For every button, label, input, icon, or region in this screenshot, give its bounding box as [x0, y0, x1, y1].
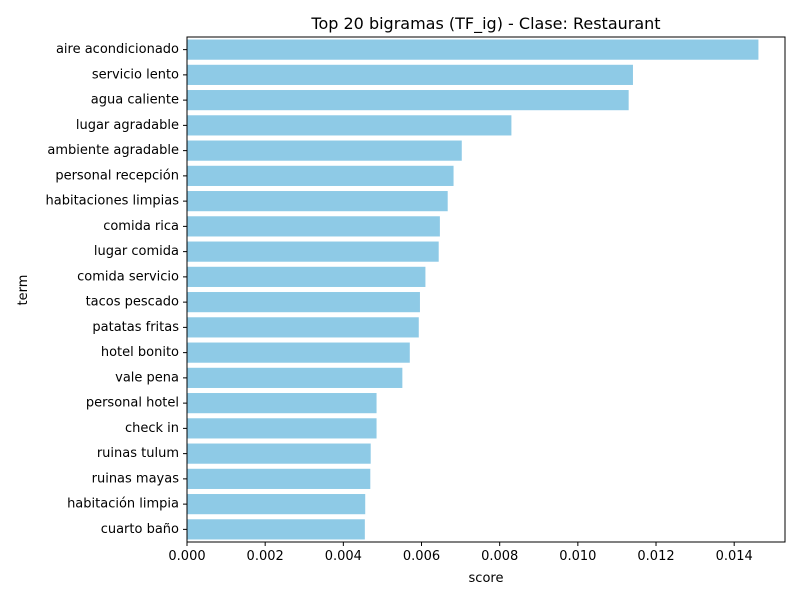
- y-tick-label: lugar agradable: [76, 118, 179, 133]
- bar: [187, 115, 512, 136]
- y-tick-label: aire acondicionado: [56, 42, 179, 57]
- y-tick-label: patatas fritas: [92, 320, 179, 335]
- y-tick-label: check in: [125, 421, 179, 436]
- y-tick-label: comida rica: [103, 219, 179, 234]
- bar: [187, 468, 371, 489]
- x-tick-label: 0.012: [637, 549, 674, 564]
- y-tick-label: vale pena: [115, 370, 179, 385]
- y-tick-label: personal recepción: [55, 168, 179, 183]
- bar: [187, 342, 410, 363]
- y-tick-label: hotel bonito: [101, 345, 179, 360]
- x-ticks-group: 0.000 0.002 0.004 0.006 0.008 0.010 0.012 0.014: [168, 542, 753, 564]
- bar: [187, 39, 759, 60]
- bar: [187, 191, 448, 212]
- bar: [187, 292, 420, 313]
- x-tick-label: 0.010: [559, 549, 596, 564]
- x-tick-label: 0.014: [716, 549, 753, 564]
- axes-frame: [186, 36, 786, 543]
- y-tick-label: agua caliente: [91, 93, 179, 108]
- y-ticks-group: aire acondicionado servicio lento agua cal…: [46, 42, 187, 537]
- bar: [187, 241, 439, 262]
- bar: [187, 140, 462, 161]
- y-tick-label: cuarto baño: [101, 522, 179, 537]
- bar: [187, 393, 377, 414]
- bar: [187, 519, 365, 540]
- y-tick-label: personal hotel: [86, 396, 179, 411]
- y-tick-label: habitación limpia: [67, 497, 179, 512]
- y-tick-label: comida servicio: [77, 269, 179, 284]
- x-tick-label: 0.004: [325, 549, 362, 564]
- x-tick-label: 0.006: [403, 549, 440, 564]
- y-tick-label: tacos pescado: [86, 295, 179, 310]
- y-tick-label: ruinas tulum: [97, 446, 179, 461]
- y-axis-label: term: [16, 275, 31, 306]
- y-tick-label: servicio lento: [92, 67, 179, 82]
- bar: [187, 443, 371, 464]
- bar: [187, 317, 419, 338]
- y-tick-label: ruinas mayas: [92, 471, 180, 486]
- x-tick-label: 0.008: [481, 549, 518, 564]
- bar: [187, 266, 426, 287]
- bar: [187, 418, 377, 439]
- bar: [187, 64, 633, 85]
- x-axis-label: score: [469, 571, 504, 586]
- bar: [187, 165, 454, 186]
- y-tick-label: habitaciones limpias: [46, 194, 180, 209]
- bar: [187, 90, 629, 111]
- y-tick-label: ambiente agradable: [47, 143, 179, 158]
- bar: [187, 494, 366, 515]
- chart-title: Top 20 bigramas (TF_ig) - Clase: Restaur…: [310, 14, 660, 34]
- x-tick-label: 0.000: [168, 549, 205, 564]
- x-tick-label: 0.002: [247, 549, 284, 564]
- bar: [187, 216, 440, 237]
- bars-group: [187, 39, 759, 540]
- plot-frame: [186, 36, 786, 543]
- bar: [187, 367, 403, 388]
- y-tick-label: lugar comida: [94, 244, 179, 259]
